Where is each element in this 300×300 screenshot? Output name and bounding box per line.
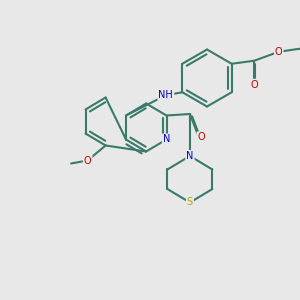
Text: N: N (163, 134, 170, 145)
Text: N: N (186, 151, 194, 161)
Text: O: O (275, 47, 283, 57)
Text: NH: NH (158, 90, 173, 100)
Text: O: O (84, 155, 92, 166)
Text: S: S (187, 197, 193, 208)
Text: O: O (250, 80, 258, 90)
Text: O: O (197, 132, 205, 142)
